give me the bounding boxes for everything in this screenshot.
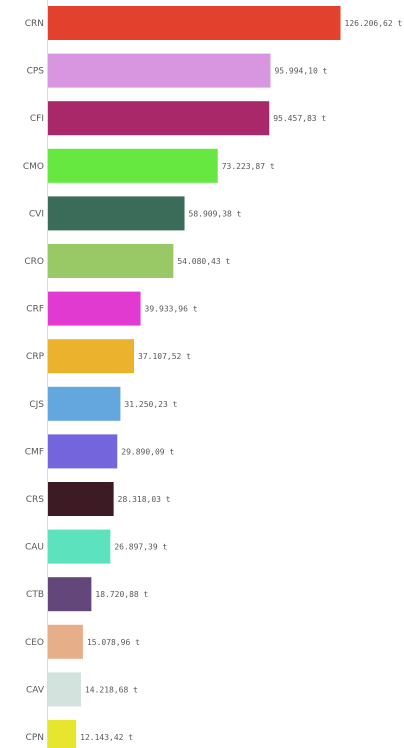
bar-cau[interactable] [48,529,111,564]
bar-cav[interactable] [48,672,81,707]
bar-cjs[interactable] [48,386,121,421]
value-label-cau: 26.897,39 t [114,543,167,552]
category-label-crf: CRF [26,305,44,315]
value-label-cav: 14.218,68 t [85,685,138,694]
category-label-ctb: CTB [26,590,44,600]
category-label-cpn: CPN [26,733,44,743]
category-label-crn: CRN [25,19,44,29]
value-label-cfi: 95.457,83 t [273,114,326,123]
value-label-cjs: 31.250,23 t [124,400,177,409]
category-label-cav: CAV [26,685,45,695]
value-label-crn: 126.206,62 t [345,19,403,28]
category-label-cjs: CJS [29,400,44,410]
bar-crp[interactable] [48,339,135,374]
category-label-cau: CAU [25,543,44,553]
category-label-cvi: CVI [29,209,44,219]
category-label-crp: CRP [26,352,45,362]
value-label-ceo: 15.078,96 t [87,638,140,647]
category-labels: CRN CPS CFI CMO CVI CRO CRF CRP CJS CMF CRS CAU CTB C… [23,19,45,743]
category-label-ceo: CEO [25,638,44,648]
value-label-cmo: 73.223,87 t [222,162,275,171]
category-label-cro: CRO [24,257,44,267]
bars-group [48,6,341,748]
bar-cfi[interactable] [48,101,270,136]
bar-cps[interactable] [48,53,271,88]
value-label-ctb: 18.720,88 t [95,590,148,599]
value-label-cpn: 12.143,42 t [80,733,133,742]
bar-ceo[interactable] [48,624,83,659]
bar-cpn[interactable] [48,720,77,748]
bar-crs[interactable] [48,482,114,516]
category-label-cmo: CMO [23,162,44,172]
category-label-cps: CPS [27,67,45,77]
bar-cmo[interactable] [48,148,218,183]
category-label-cfi: CFI [30,114,44,124]
value-labels: 126.206,62 t 95.994,10 t 95.457,83 t 73.223… [80,19,402,742]
category-label-crs: CRS [26,495,45,505]
bar-cro[interactable] [48,244,174,278]
value-label-crp: 37.107,52 t [138,352,191,361]
value-label-crf: 39.933,96 t [145,305,198,314]
bar-crn[interactable] [48,6,341,40]
value-label-cmf: 29.890,09 t [121,447,174,456]
bar-crf[interactable] [48,291,141,326]
value-label-cps: 95.994,10 t [274,67,327,76]
bar-cmf[interactable] [48,434,118,469]
category-label-cmf: CMF [25,447,44,457]
value-label-cvi: 58.909,38 t [189,209,242,218]
bar-ctb[interactable] [48,577,92,612]
value-label-crs: 28.318,03 t [118,495,171,504]
bar-cvi[interactable] [48,196,185,231]
value-label-cro: 54.080,43 t [177,257,230,266]
